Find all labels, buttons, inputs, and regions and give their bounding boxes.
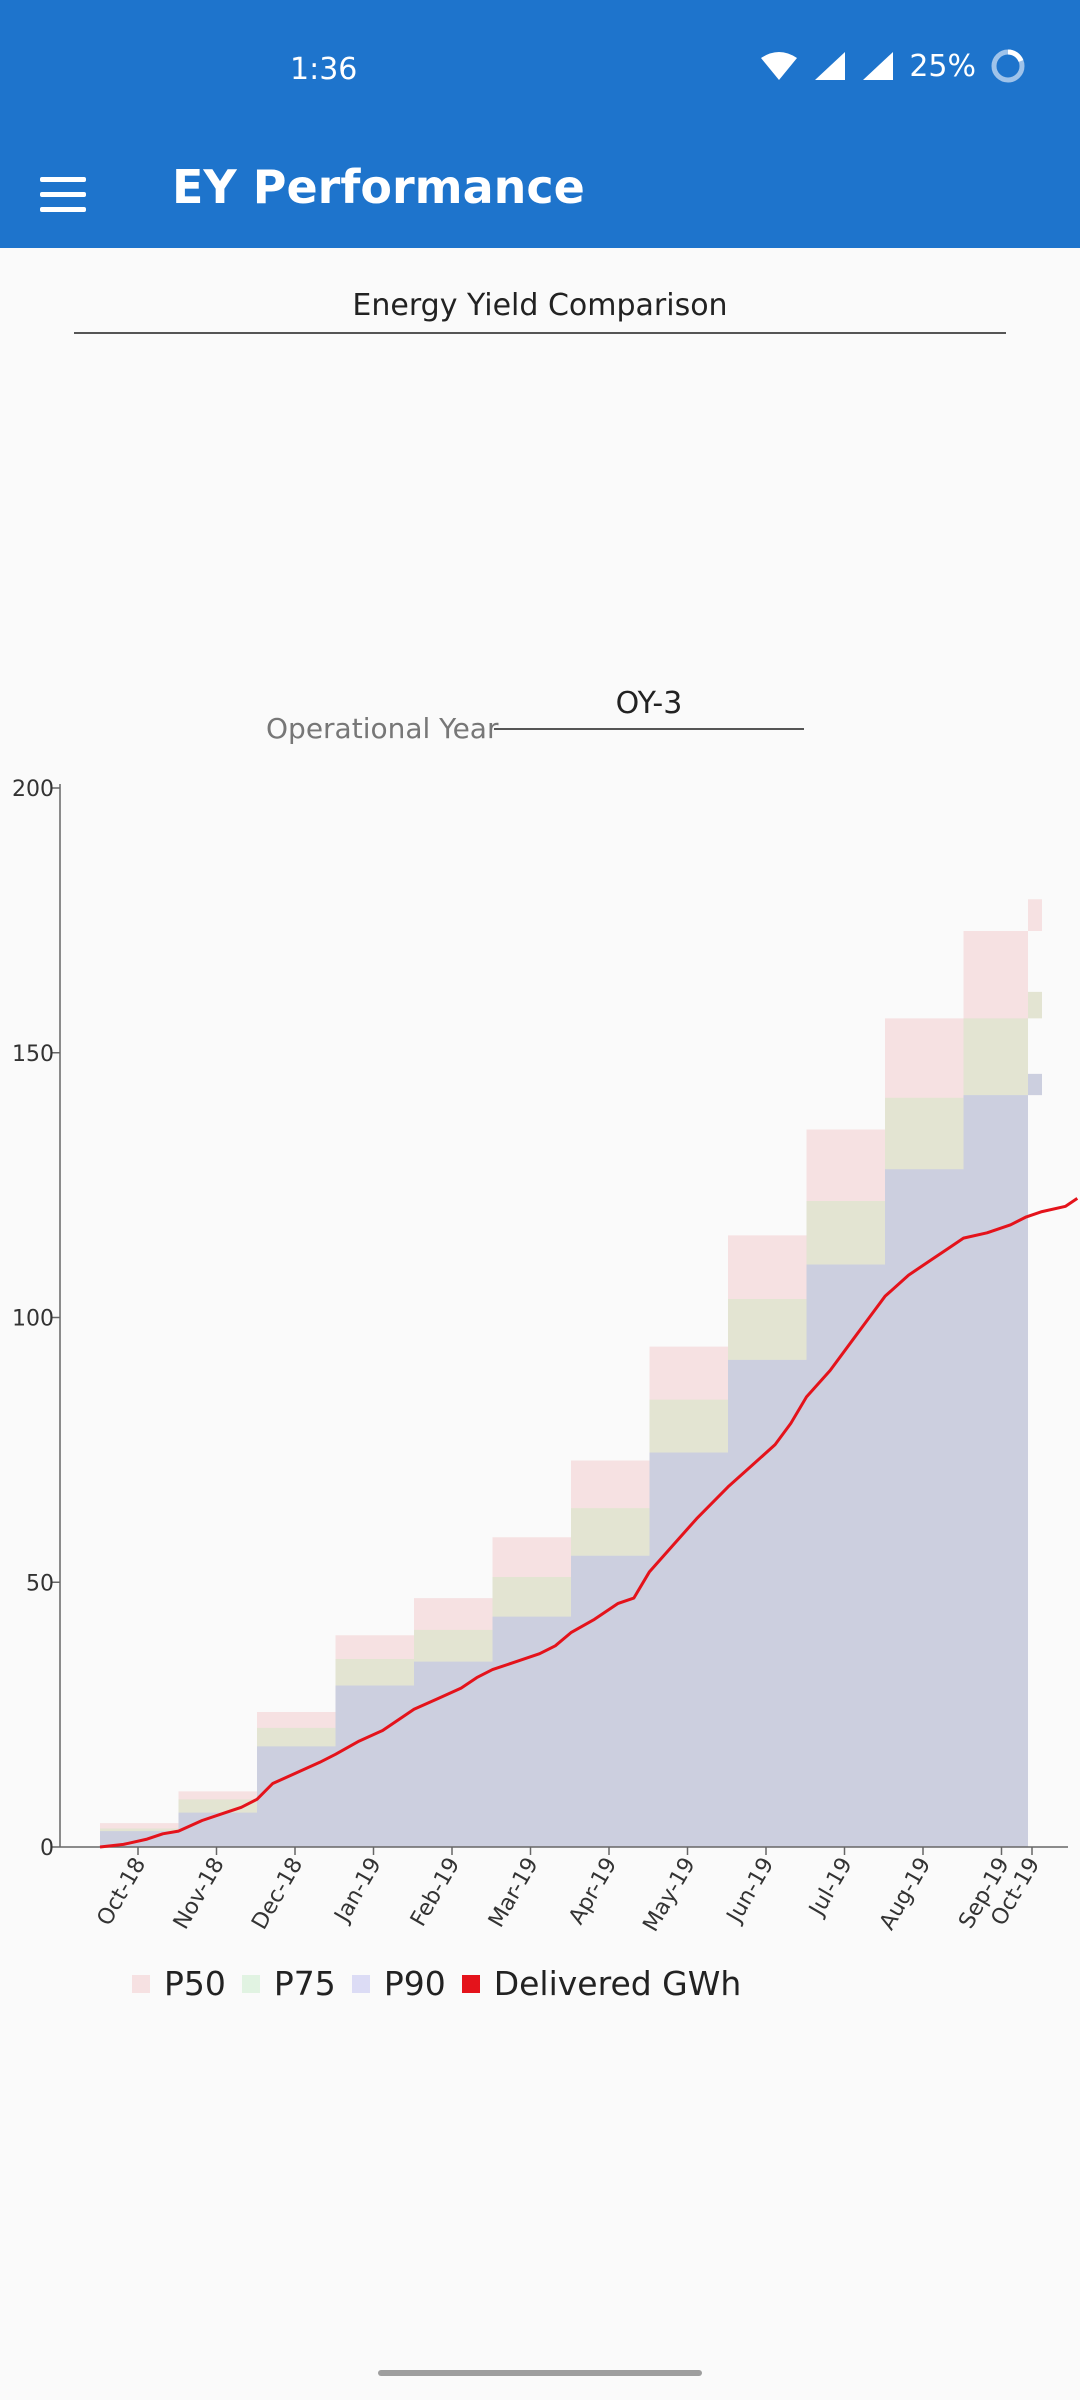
menu-icon[interactable]	[40, 164, 100, 224]
legend-item-p90: P90	[351, 1964, 446, 2003]
x-tick-label-Jun-19: Jun-19	[721, 1854, 779, 1929]
operational-year-value: OY-3	[615, 686, 683, 721]
app-title: EY Performance	[172, 160, 585, 214]
x-tick-label-Dec-18: Dec-18	[247, 1854, 308, 1934]
legend-item-p50: P50	[132, 1964, 226, 2003]
x-tick-label-Oct-18: Oct-18	[93, 1854, 152, 1931]
operational-year-label: Operational Year	[266, 712, 499, 745]
x-tick-label-Aug-19: Aug-19	[875, 1854, 936, 1935]
app-bar: EY Performance	[0, 140, 1080, 248]
comparison-selector[interactable]: Energy Yield Comparison	[74, 280, 1006, 334]
status-bar: 1:36 25%	[0, 0, 1080, 140]
status-time: 1:36	[290, 52, 358, 87]
y-tick-label-200: 200	[12, 777, 54, 802]
wifi-icon	[761, 52, 798, 80]
signal-icon	[815, 52, 846, 80]
y-tick-label-0: 0	[40, 1836, 54, 1861]
legend-swatch-p90	[351, 1974, 370, 1993]
y-tick-label-150: 150	[12, 1042, 54, 1067]
delivered-line	[99, 1197, 1079, 1849]
legend-item-delivered: Delivered GWh	[461, 1964, 742, 2003]
x-tick-label-Nov-18: Nov-18	[169, 1854, 230, 1934]
chart-legend: P50 P75 P90 Delivered GWh	[132, 1964, 757, 2003]
status-icons: 25%	[759, 48, 1026, 84]
p90-area	[100, 1073, 1042, 1847]
y-tick-label-100: 100	[12, 1307, 54, 1332]
legend-swatch-delivered	[461, 1974, 480, 1993]
legend-label-p75: P75	[273, 1964, 336, 2003]
legend-label-p90: P90	[383, 1964, 446, 2003]
legend-label-p50: P50	[164, 1964, 226, 2003]
legend-item-p75: P75	[241, 1964, 336, 2003]
x-tick-label-Jan-19: Jan-19	[329, 1854, 387, 1929]
y-tick-label-50: 50	[26, 1571, 54, 1596]
operational-year-selector[interactable]: OY-3	[494, 680, 804, 730]
signal-icon	[863, 52, 894, 80]
x-tick-label-Jul-19: Jul-19	[804, 1854, 858, 1922]
home-indicator[interactable]	[378, 2370, 702, 2376]
energy-yield-chart: 0 50 100 150 200 Oct-18 Nov-18 Dec-18 Jan-19 Feb-…	[12, 777, 1079, 1937]
x-tick-label-Feb-19: Feb-19	[406, 1854, 465, 1931]
battery-icon	[991, 49, 1025, 83]
legend-label-delivered: Delivered GWh	[493, 1964, 742, 2003]
x-tick-label-Apr-19: Apr-19	[564, 1854, 622, 1929]
x-tick-label-Mar-19: Mar-19	[484, 1854, 544, 1932]
legend-swatch-p75	[241, 1974, 260, 1993]
legend-swatch-p50	[132, 1974, 150, 1993]
battery-percent: 25%	[909, 48, 976, 84]
x-tick-label-May-19: May-19	[639, 1854, 701, 1937]
comparison-selector-value: Energy Yield Comparison	[352, 288, 728, 323]
